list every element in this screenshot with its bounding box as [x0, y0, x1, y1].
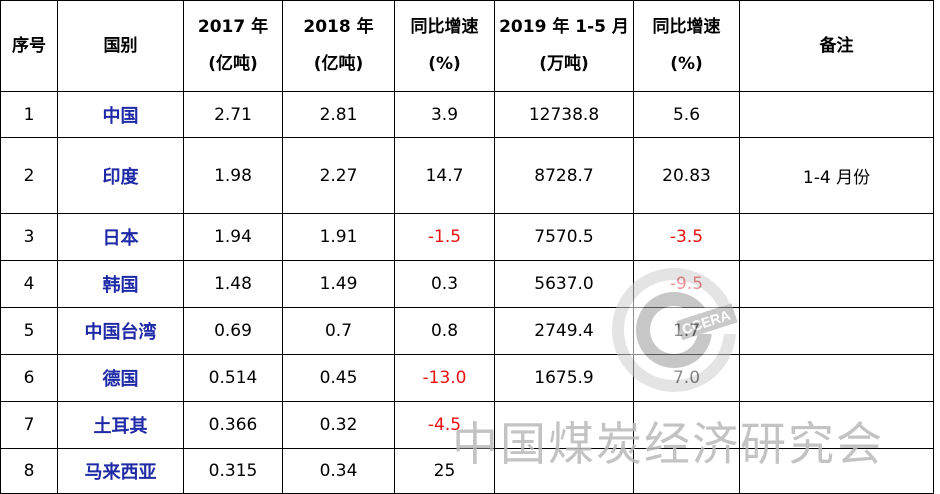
cell-y2017: 1.98: [183, 137, 283, 214]
cell-y2019: 2749.4: [494, 307, 634, 355]
table-row: 2 印度 1.98 2.27 14.7 8728.7 20.83 1-4 月份: [0, 137, 934, 214]
cell-country: 中国: [57, 91, 184, 138]
cell-country: 韩国: [57, 260, 184, 308]
cell-yoy1: 14.7: [394, 137, 495, 214]
header-country: 国别: [57, 0, 184, 92]
header-2017: 2017 年 (亿吨): [183, 0, 283, 92]
cell-y2017: 2.71: [183, 91, 283, 138]
cell-y2017: 0.69: [183, 307, 283, 355]
cell-country: 中国台湾: [57, 307, 184, 355]
header-note: 备注: [739, 0, 934, 92]
cell-y2017: 1.48: [183, 260, 283, 308]
header-yoy-2019: 同比增速 (%): [633, 0, 740, 92]
cell-seq: 1: [0, 91, 58, 138]
table-row: 3 日本 1.94 1.91 -1.5 7570.5 -3.5: [0, 213, 934, 261]
cell-y2018: 2.81: [282, 91, 395, 138]
cell-note: [739, 354, 934, 402]
cell-y2019: 5637.0: [494, 260, 634, 308]
cell-y2019: [494, 401, 634, 449]
header-2018: 2018 年 (亿吨): [282, 0, 395, 92]
cell-yoy1: -4.5: [394, 401, 495, 449]
cell-yoy1: -1.5: [394, 213, 495, 261]
header-yoy-2018: 同比增速 (%): [394, 0, 495, 92]
cell-y2017: 0.315: [183, 448, 283, 494]
cell-country: 德国: [57, 354, 184, 402]
cell-yoy2: 5.6: [633, 91, 740, 138]
cell-seq: 4: [0, 260, 58, 308]
cell-y2019: 7570.5: [494, 213, 634, 261]
header-2019-jan-may: 2019 年 1-5 月 (万吨): [494, 0, 634, 92]
table-row: 1 中国 2.71 2.81 3.9 12738.8 5.6: [0, 91, 934, 138]
cell-y2018: 0.45: [282, 354, 395, 402]
cell-y2018: 0.34: [282, 448, 395, 494]
cell-yoy1: -13.0: [394, 354, 495, 402]
cell-seq: 6: [0, 354, 58, 402]
cell-y2019: 12738.8: [494, 91, 634, 138]
cell-country: 日本: [57, 213, 184, 261]
cell-country: 印度: [57, 137, 184, 214]
cell-yoy1: 0.8: [394, 307, 495, 355]
cell-y2018: 0.7: [282, 307, 395, 355]
cell-note: [739, 307, 934, 355]
cell-y2019: 8728.7: [494, 137, 634, 214]
cell-note: [739, 448, 934, 494]
cell-seq: 3: [0, 213, 58, 261]
cell-y2018: 0.32: [282, 401, 395, 449]
cell-note: [739, 401, 934, 449]
cell-country: 土耳其: [57, 401, 184, 449]
cell-yoy1: 3.9: [394, 91, 495, 138]
cell-y2018: 1.91: [282, 213, 395, 261]
table-row: 7 土耳其 0.366 0.32 -4.5: [0, 401, 934, 449]
cell-y2018: 1.49: [282, 260, 395, 308]
table-row: 8 马来西亚 0.315 0.34 25: [0, 448, 934, 494]
cell-country: 马来西亚: [57, 448, 184, 494]
cell-yoy2: [633, 448, 740, 494]
watermark-text: 中国煤炭经济研究会: [452, 417, 884, 471]
cell-note: [739, 213, 934, 261]
cell-y2017: 1.94: [183, 213, 283, 261]
cell-y2017: 0.514: [183, 354, 283, 402]
cell-note: [739, 260, 934, 308]
cell-y2018: 2.27: [282, 137, 395, 214]
header-row: 序号 国别 2017 年 (亿吨) 2018 年 (亿吨) 同比增速 (%) 2019…: [0, 0, 934, 92]
cell-yoy2: -3.5: [633, 213, 740, 261]
cell-note: 1-4 月份: [739, 137, 934, 214]
cell-y2017: 0.366: [183, 401, 283, 449]
cell-yoy2: 20.83: [633, 137, 740, 214]
cell-seq: 7: [0, 401, 58, 449]
cell-seq: 8: [0, 448, 58, 494]
cell-yoy1: 0.3: [394, 260, 495, 308]
cell-seq: 5: [0, 307, 58, 355]
cell-note: [739, 91, 934, 138]
header-seq: 序号: [0, 0, 58, 92]
cell-seq: 2: [0, 137, 58, 214]
ccera-logo: CCERA: [612, 268, 738, 392]
